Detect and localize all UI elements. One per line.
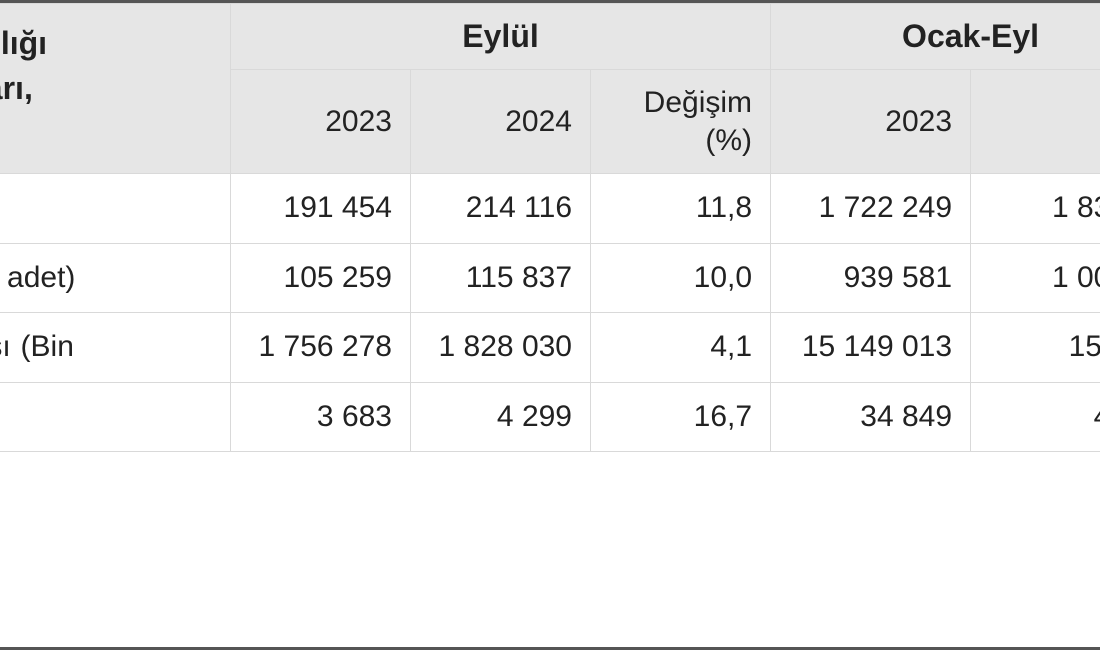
cell: 40 8 [971,382,1100,452]
table-title: vancılığı miktarı, 024 [0,4,231,174]
title-line-1: vancılığı [0,25,47,61]
col-2024-a: 2024 [411,70,591,174]
table-row: on) 191 454 214 116 11,8 1 722 249 1 830… [0,174,1100,244]
row-label: k (Bin adet) [0,243,231,313]
cell: 4,1 [591,313,771,383]
cell: 191 454 [231,174,411,244]
cell: 115 837 [411,243,591,313]
cell: 1 756 278 [231,313,411,383]
cell: 34 849 [771,382,971,452]
row-label: on) [0,382,231,452]
row-label: nurtası (Bin [0,313,231,383]
cell: 11,8 [591,174,771,244]
group-header-ocak-eylul: Ocak-Eyl [771,4,1100,70]
col-2023-a: 2023 [231,70,411,174]
col-2023-b: 2023 [771,70,971,174]
group-header-eylul: Eylül [231,4,771,70]
cell: 10,0 [591,243,771,313]
cell: 16,7 [591,382,771,452]
table-row: nurtası (Bin 1 756 278 1 828 030 4,1 15 … [0,313,1100,383]
table-row: on) 3 683 4 299 16,7 34 849 40 8 [0,382,1100,452]
cell: 1 004 1 [971,243,1100,313]
table-row: k (Bin adet) 105 259 115 837 10,0 939 58… [0,243,1100,313]
cell: 214 116 [411,174,591,244]
cell: 4 299 [411,382,591,452]
data-table: vancılığı miktarı, 024 Eylül Ocak-Eyl 20… [0,3,1100,452]
col-change: Değişim (%) [591,70,771,174]
header-row-groups: vancılığı miktarı, 024 Eylül Ocak-Eyl [0,4,1100,70]
cell: 1 830 4 [971,174,1100,244]
row-label: on) [0,174,231,244]
col-2024-b: 20 [971,70,1100,174]
cell: 3 683 [231,382,411,452]
cell: 15 149 013 [771,313,971,383]
cell: 939 581 [771,243,971,313]
title-line-2: miktarı, [0,70,33,106]
cell: 1 722 249 [771,174,971,244]
table-container: vancılığı miktarı, 024 Eylül Ocak-Eyl 20… [0,0,1100,650]
cell: 1 828 030 [411,313,591,383]
cell: 105 259 [231,243,411,313]
cell: 15 8 6 [971,313,1100,383]
